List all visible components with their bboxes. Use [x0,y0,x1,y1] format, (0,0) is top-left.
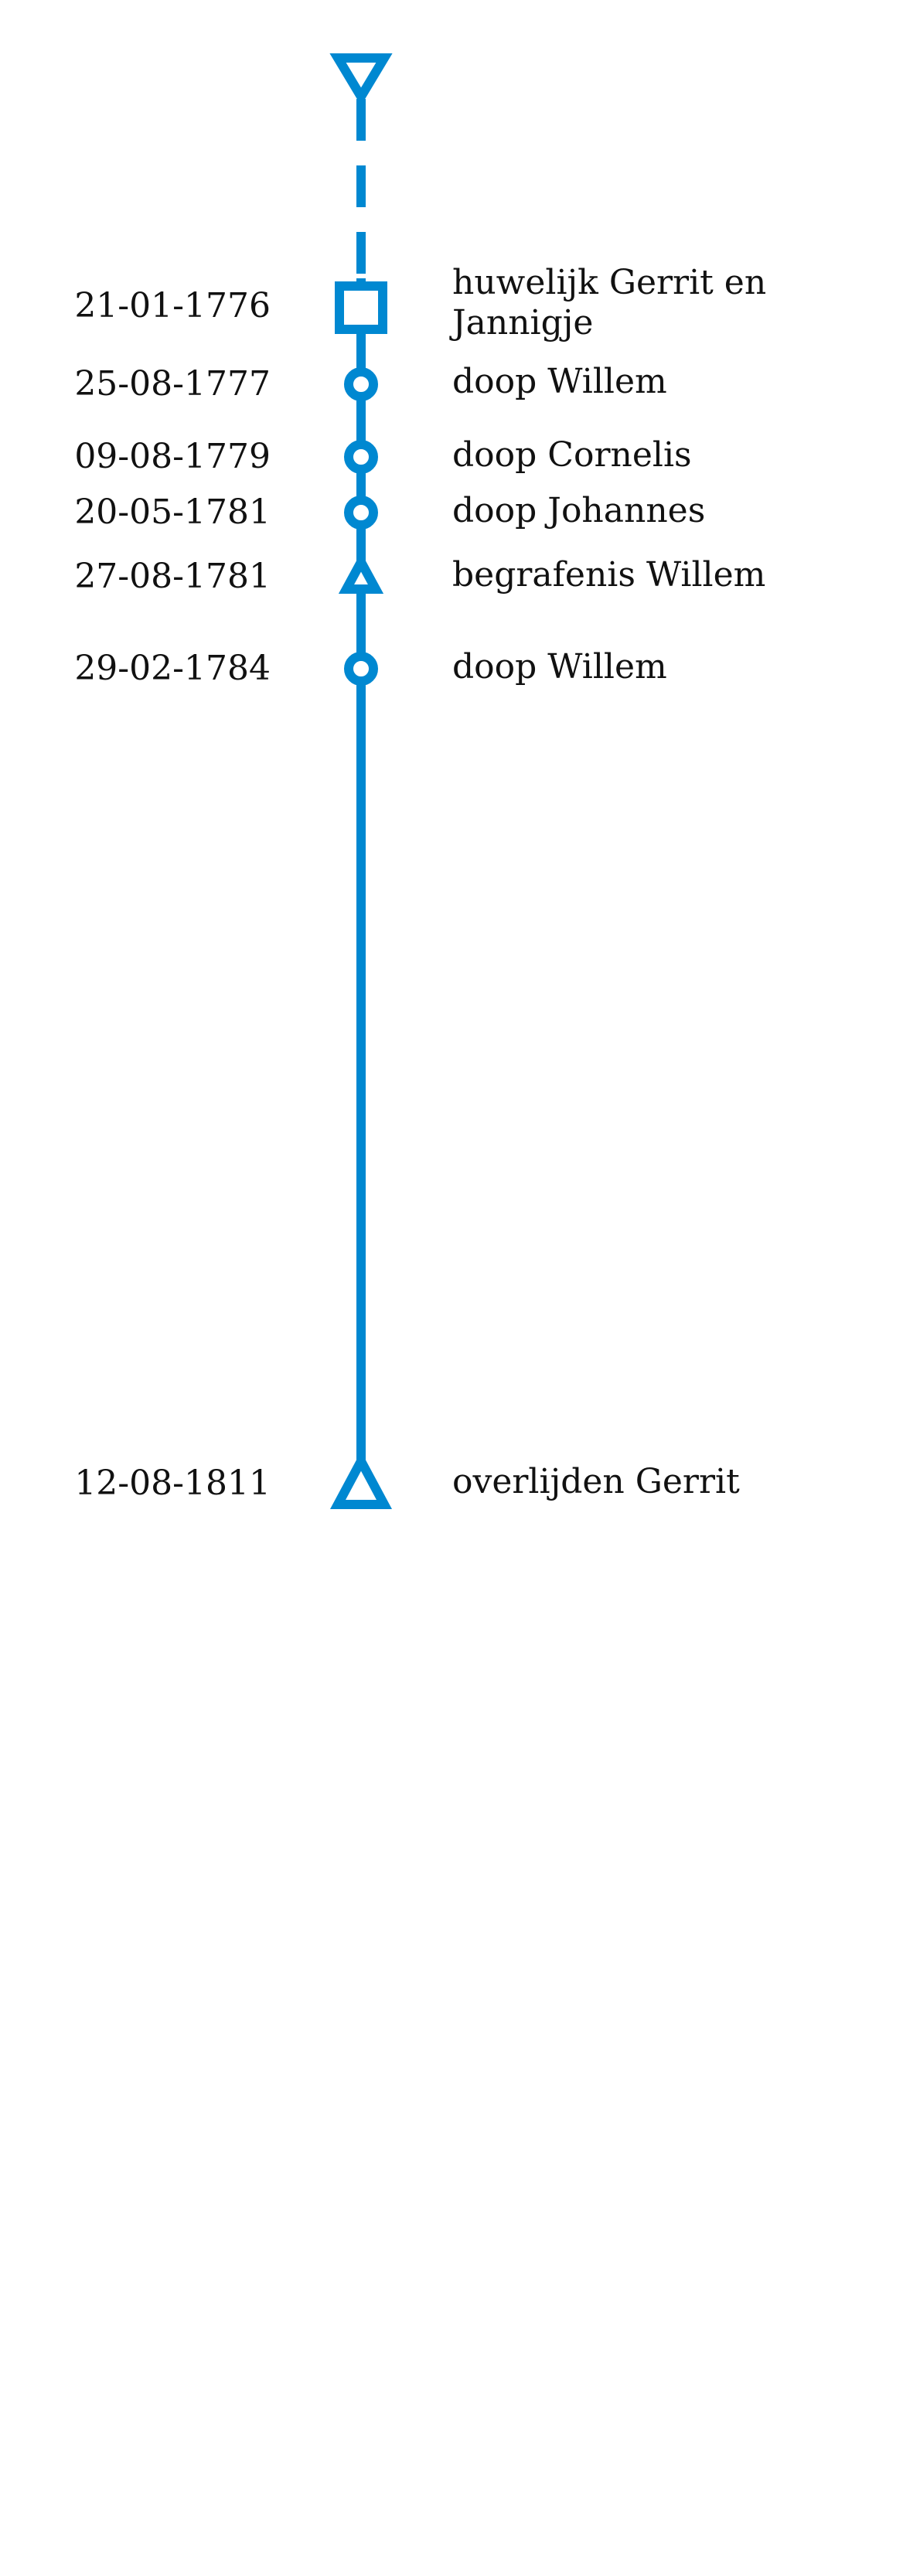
circle-icon [344,496,378,530]
triangle-up-icon [329,1451,393,1509]
event-label: begrafenis Willem [452,555,766,595]
event-label: doop Cornelis [452,435,692,475]
event-label: huwelijk Gerrit en Jannigje [452,263,767,342]
event-date: 21-01-1776 [74,286,271,325]
triangle-down-icon [329,53,393,106]
event-date: 20-05-1781 [74,492,271,532]
event-date: 12-08-1811 [74,1463,271,1503]
circle-icon [344,440,378,474]
event-date: 29-02-1784 [74,649,271,688]
square-icon [335,281,387,334]
event-date: 27-08-1781 [74,557,271,596]
event-label: doop Willem [452,647,667,687]
event-date: 25-08-1777 [74,364,271,404]
circle-icon [344,652,378,686]
event-date: 09-08-1779 [74,437,271,476]
circle-icon [344,367,378,401]
small-triangle-up-icon [338,552,384,594]
event-label: overlijden Gerrit [452,1462,740,1501]
event-label: doop Johannes [452,491,706,530]
event-label: doop Willem [452,362,667,401]
